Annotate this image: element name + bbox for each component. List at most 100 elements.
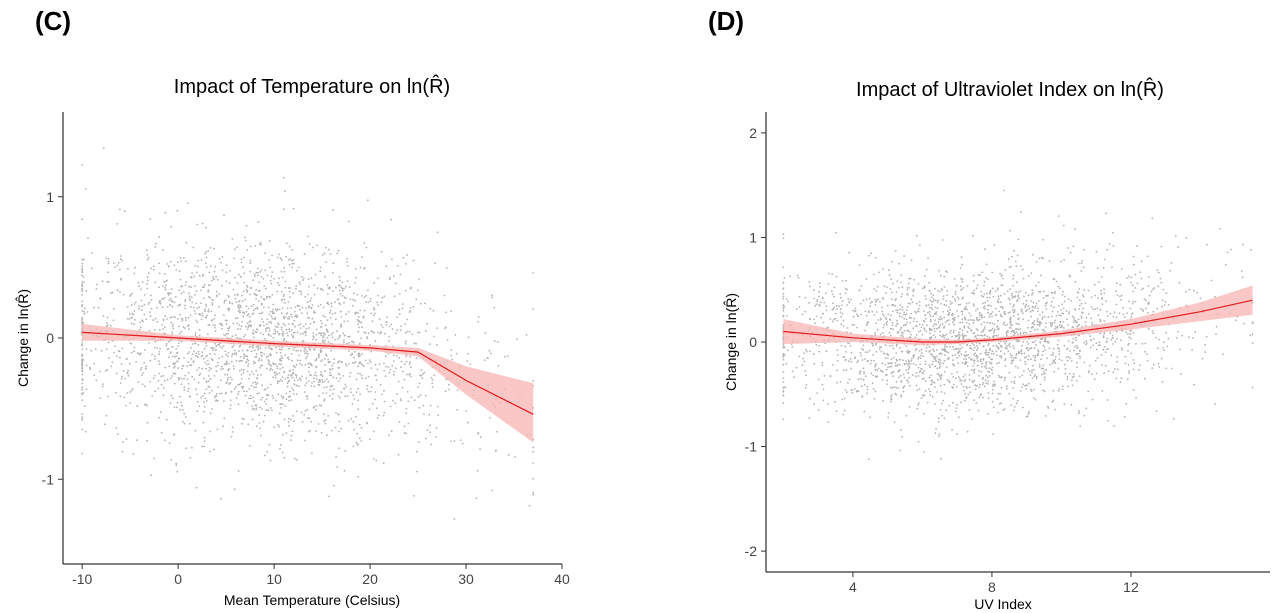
- scatter-point: [150, 294, 152, 297]
- scatter-point: [105, 348, 108, 351]
- scatter-point: [906, 309, 908, 311]
- scatter-point: [141, 319, 144, 322]
- scatter-point: [977, 409, 980, 412]
- scatter-point: [133, 303, 136, 305]
- scatter-point: [129, 342, 132, 345]
- scatter-point: [404, 323, 406, 325]
- scatter-point: [1041, 354, 1043, 357]
- scatter-point: [937, 327, 940, 329]
- scatter-point: [1004, 347, 1007, 349]
- scatter-point: [426, 429, 429, 431]
- scatter-point: [819, 285, 821, 288]
- scatter-point: [1151, 217, 1154, 220]
- scatter-point: [934, 312, 937, 315]
- scatter-point: [908, 366, 911, 369]
- scatter-point: [395, 367, 397, 370]
- scatter-point: [196, 410, 199, 413]
- scatter-point: [204, 308, 206, 311]
- scatter-point: [857, 378, 860, 380]
- scatter-point: [1067, 340, 1070, 342]
- scatter-point: [192, 360, 195, 363]
- scatter-point: [267, 306, 270, 309]
- scatter-point: [1037, 300, 1040, 302]
- scatter-point: [336, 466, 339, 468]
- scatter-point: [277, 322, 279, 324]
- scatter-point: [806, 350, 808, 353]
- scatter-point: [890, 358, 893, 361]
- scatter-point: [291, 387, 293, 390]
- scatter-point: [129, 313, 131, 316]
- scatter-point: [188, 395, 191, 398]
- scatter-point: [320, 371, 323, 374]
- scatter-point: [938, 352, 941, 355]
- scatter-point: [450, 354, 452, 357]
- scatter-point: [874, 256, 877, 259]
- scatter-point: [117, 433, 119, 435]
- scatter-point: [315, 328, 318, 331]
- scatter-point: [350, 417, 353, 420]
- scatter-point: [399, 273, 402, 276]
- scatter-point: [990, 305, 992, 307]
- scatter-point: [831, 293, 834, 296]
- scatter-point: [1111, 334, 1114, 337]
- scatter-point: [899, 308, 901, 311]
- scatter-point: [116, 289, 119, 292]
- scatter-point: [994, 328, 996, 331]
- scatter-point: [227, 355, 229, 358]
- scatter-point: [246, 328, 249, 331]
- scatter-point: [291, 430, 294, 433]
- scatter-point: [166, 318, 169, 320]
- scatter-point: [259, 241, 262, 244]
- scatter-point: [895, 309, 897, 312]
- scatter-point: [1027, 343, 1030, 345]
- scatter-point: [1241, 276, 1244, 279]
- scatter-point: [346, 264, 349, 267]
- scatter-point: [951, 312, 954, 315]
- scatter-point: [435, 427, 438, 429]
- scatter-point: [813, 353, 815, 356]
- scatter-point: [247, 363, 250, 365]
- scatter-point: [1078, 288, 1081, 291]
- scatter-point: [951, 428, 953, 431]
- scatter-point: [315, 333, 318, 336]
- scatter-point: [355, 378, 358, 381]
- scatter-point: [194, 342, 197, 345]
- scatter-point: [369, 300, 372, 303]
- scatter-point: [184, 307, 187, 310]
- scatter-point: [1046, 357, 1048, 360]
- scatter-point: [188, 328, 190, 331]
- scatter-point: [1051, 310, 1054, 313]
- scatter-point: [1011, 354, 1013, 357]
- scatter-point: [255, 297, 257, 300]
- scatter-point: [215, 370, 218, 373]
- scatter-point: [1066, 378, 1069, 381]
- scatter-point: [343, 296, 346, 299]
- scatter-point: [277, 423, 279, 426]
- scatter-point: [288, 390, 291, 393]
- scatter-point: [94, 348, 97, 351]
- scatter-point: [916, 320, 918, 323]
- scatter-point: [975, 316, 978, 319]
- scatter-point: [281, 276, 284, 279]
- scatter-point: [908, 316, 911, 319]
- scatter-point: [249, 394, 252, 397]
- scatter-point: [1076, 291, 1079, 294]
- scatter-point: [214, 342, 217, 345]
- scatter-point: [1038, 324, 1041, 327]
- scatter-point: [934, 356, 936, 359]
- scatter-point: [1039, 313, 1041, 316]
- scatter-point: [1126, 312, 1128, 315]
- scatter-point: [374, 374, 377, 377]
- scatter-point: [1103, 292, 1106, 295]
- scatter-point: [81, 388, 84, 391]
- scatter-point: [316, 287, 319, 290]
- scatter-point: [83, 258, 85, 261]
- scatter-point: [1137, 368, 1140, 371]
- scatter-point: [254, 307, 257, 310]
- scatter-point: [1058, 353, 1061, 356]
- scatter-point: [1120, 377, 1123, 380]
- scatter-point: [332, 392, 334, 395]
- scatter-point: [201, 367, 204, 370]
- scatter-point: [898, 358, 901, 361]
- scatter-point: [167, 265, 170, 268]
